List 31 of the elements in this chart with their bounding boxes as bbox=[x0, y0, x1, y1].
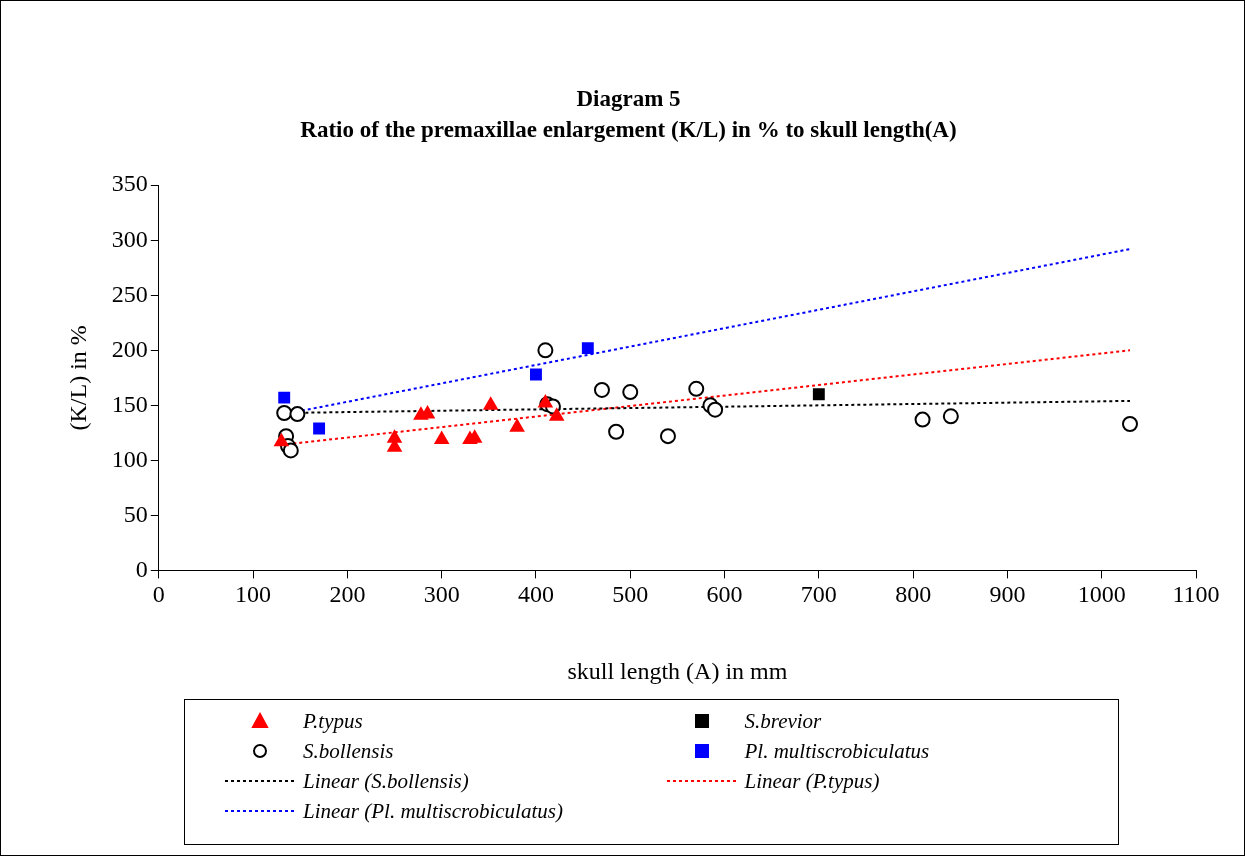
chart-subtitle: Ratio of the premaxillae enlargement (K/L) in % to skull length(A) bbox=[300, 117, 957, 143]
x-tick-label: 600 bbox=[706, 581, 743, 608]
x-tick-label: 900 bbox=[989, 581, 1026, 608]
x-tick-label: 700 bbox=[800, 581, 837, 608]
y-tick-label: 250 bbox=[111, 280, 148, 307]
y-tick-label: 150 bbox=[111, 390, 148, 417]
legend-label: Linear (P.typus) bbox=[744, 768, 880, 794]
chart-title: Diagram 5 bbox=[576, 85, 681, 111]
x-axis-title: skull length (A) in mm bbox=[567, 657, 788, 684]
y-axis-title: (K/L) in % bbox=[64, 325, 91, 431]
y-tick-label: 200 bbox=[111, 335, 148, 362]
legend-label: Linear (Pl. multiscrobiculatus) bbox=[303, 798, 563, 824]
legend-label: Pl. multiscrobiculatus bbox=[744, 738, 930, 764]
x-tick-label: 1100 bbox=[1172, 581, 1220, 608]
x-tick-label: 300 bbox=[423, 581, 460, 608]
x-tick-label: 200 bbox=[329, 581, 366, 608]
y-tick-label: 100 bbox=[111, 445, 148, 472]
legend-label: P.typus bbox=[303, 708, 363, 734]
x-tick-label: 100 bbox=[235, 581, 272, 608]
legend-label: Linear (S.bollensis) bbox=[303, 768, 469, 794]
y-tick-label: 0 bbox=[135, 555, 148, 582]
y-tick-label: 50 bbox=[123, 500, 148, 527]
y-tick-label: 350 bbox=[111, 170, 148, 197]
x-tick-label: 400 bbox=[517, 581, 554, 608]
x-tick-label: 1000 bbox=[1077, 581, 1126, 608]
x-tick-label: 0 bbox=[152, 581, 165, 608]
y-tick-label: 300 bbox=[111, 225, 148, 252]
x-tick-label: 500 bbox=[612, 581, 649, 608]
x-tick-label: 800 bbox=[895, 581, 932, 608]
legend-label: S.bollensis bbox=[303, 738, 394, 764]
legend-label: S.brevior bbox=[744, 708, 822, 734]
